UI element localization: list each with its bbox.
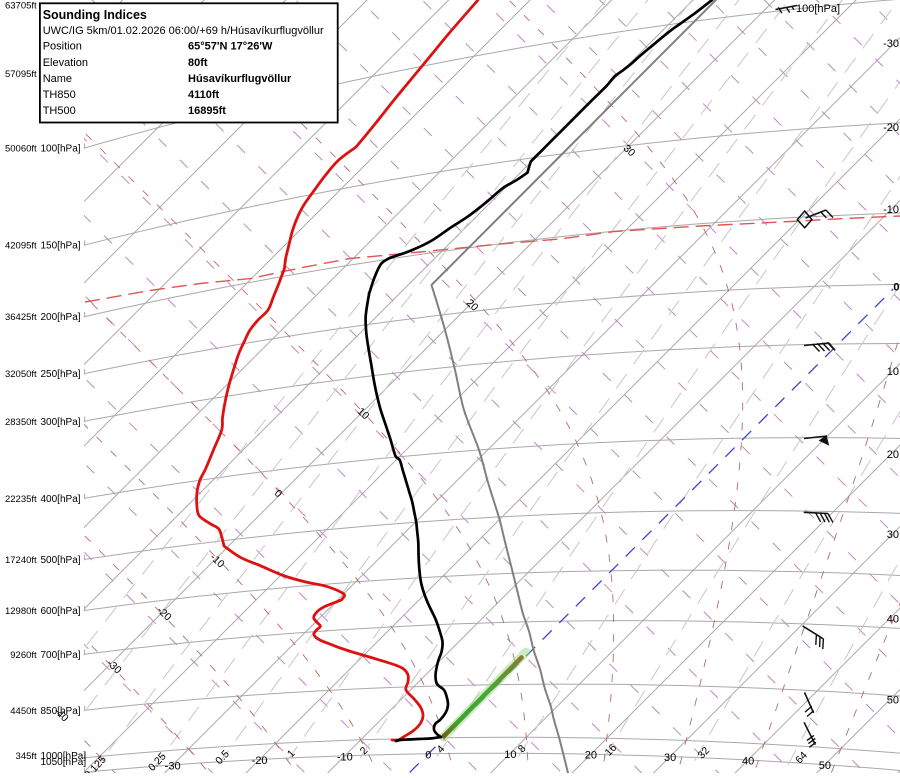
svg-text:0: 0 bbox=[425, 749, 431, 761]
svg-text:80ft: 80ft bbox=[188, 57, 208, 69]
svg-text:22235ft: 22235ft bbox=[5, 494, 37, 505]
svg-text:50060ft: 50060ft bbox=[5, 143, 37, 154]
svg-text:Sounding Indices: Sounding Indices bbox=[43, 8, 147, 22]
svg-text:57095ft: 57095ft bbox=[5, 69, 37, 80]
svg-text:30: 30 bbox=[887, 529, 899, 541]
svg-text:Name: Name bbox=[43, 73, 72, 85]
svg-text:300[hPa]: 300[hPa] bbox=[41, 417, 81, 428]
svg-text:-30: -30 bbox=[165, 760, 181, 772]
svg-text:-10: -10 bbox=[883, 204, 899, 216]
svg-text:100[hPa]: 100[hPa] bbox=[41, 143, 81, 154]
svg-text:32050ft: 32050ft bbox=[5, 369, 37, 380]
svg-text:20: 20 bbox=[585, 750, 597, 762]
svg-text:-30: -30 bbox=[883, 38, 899, 50]
svg-text:400[hPa]: 400[hPa] bbox=[41, 494, 81, 505]
svg-text:63705ft: 63705ft bbox=[5, 1, 37, 12]
svg-text:4450ft: 4450ft bbox=[10, 706, 37, 717]
svg-text:TH500: TH500 bbox=[43, 105, 76, 117]
svg-text:UWC/IG 5km/01.02.2026 06:00/+6: UWC/IG 5km/01.02.2026 06:00/+69 h/Húsaví… bbox=[43, 25, 324, 37]
svg-text:9260ft: 9260ft bbox=[10, 650, 37, 661]
svg-text:50: 50 bbox=[819, 760, 831, 772]
svg-text:50: 50 bbox=[887, 695, 899, 707]
svg-text:-10: -10 bbox=[337, 751, 353, 763]
svg-text:100[hPa]: 100[hPa] bbox=[796, 3, 840, 15]
svg-text:36425ft: 36425ft bbox=[5, 312, 37, 323]
svg-text:-20: -20 bbox=[252, 755, 268, 767]
svg-text:250[hPa]: 250[hPa] bbox=[41, 369, 81, 380]
svg-text:600[hPa]: 600[hPa] bbox=[41, 606, 81, 617]
svg-text:10: 10 bbox=[887, 366, 899, 378]
svg-text:850[hPa]: 850[hPa] bbox=[41, 706, 81, 717]
svg-text:1050[hPa]: 1050[hPa] bbox=[41, 757, 87, 768]
svg-text:700[hPa]: 700[hPa] bbox=[41, 650, 81, 661]
svg-text:10: 10 bbox=[504, 749, 516, 761]
svg-text:40: 40 bbox=[742, 755, 754, 767]
svg-text:28350ft: 28350ft bbox=[5, 417, 37, 428]
svg-text:4110ft: 4110ft bbox=[188, 89, 220, 101]
svg-text:Position: Position bbox=[43, 41, 82, 53]
svg-text:Húsavíkurflugvöllur: Húsavíkurflugvöllur bbox=[188, 73, 292, 85]
svg-text:42095ft: 42095ft bbox=[5, 240, 37, 251]
svg-text:12980ft: 12980ft bbox=[5, 606, 37, 617]
svg-text:30: 30 bbox=[664, 752, 676, 764]
svg-text:Elevation: Elevation bbox=[43, 57, 88, 69]
svg-text:345ft: 345ft bbox=[16, 751, 37, 762]
svg-text:200[hPa]: 200[hPa] bbox=[41, 312, 81, 323]
svg-text:1000[hPa]: 1000[hPa] bbox=[41, 751, 87, 762]
svg-text:40: 40 bbox=[887, 614, 899, 626]
svg-text:500[hPa]: 500[hPa] bbox=[41, 555, 81, 566]
svg-text:0: 0 bbox=[893, 282, 899, 294]
svg-text:16895ft: 16895ft bbox=[188, 105, 226, 117]
svg-text:20: 20 bbox=[887, 449, 899, 461]
svg-text:-20: -20 bbox=[883, 122, 899, 134]
svg-text:17240ft: 17240ft bbox=[5, 555, 37, 566]
svg-text:TH850: TH850 bbox=[43, 89, 76, 101]
svg-text:150[hPa]: 150[hPa] bbox=[41, 240, 81, 251]
svg-text:65°57'N 17°26'W: 65°57'N 17°26'W bbox=[188, 41, 273, 53]
